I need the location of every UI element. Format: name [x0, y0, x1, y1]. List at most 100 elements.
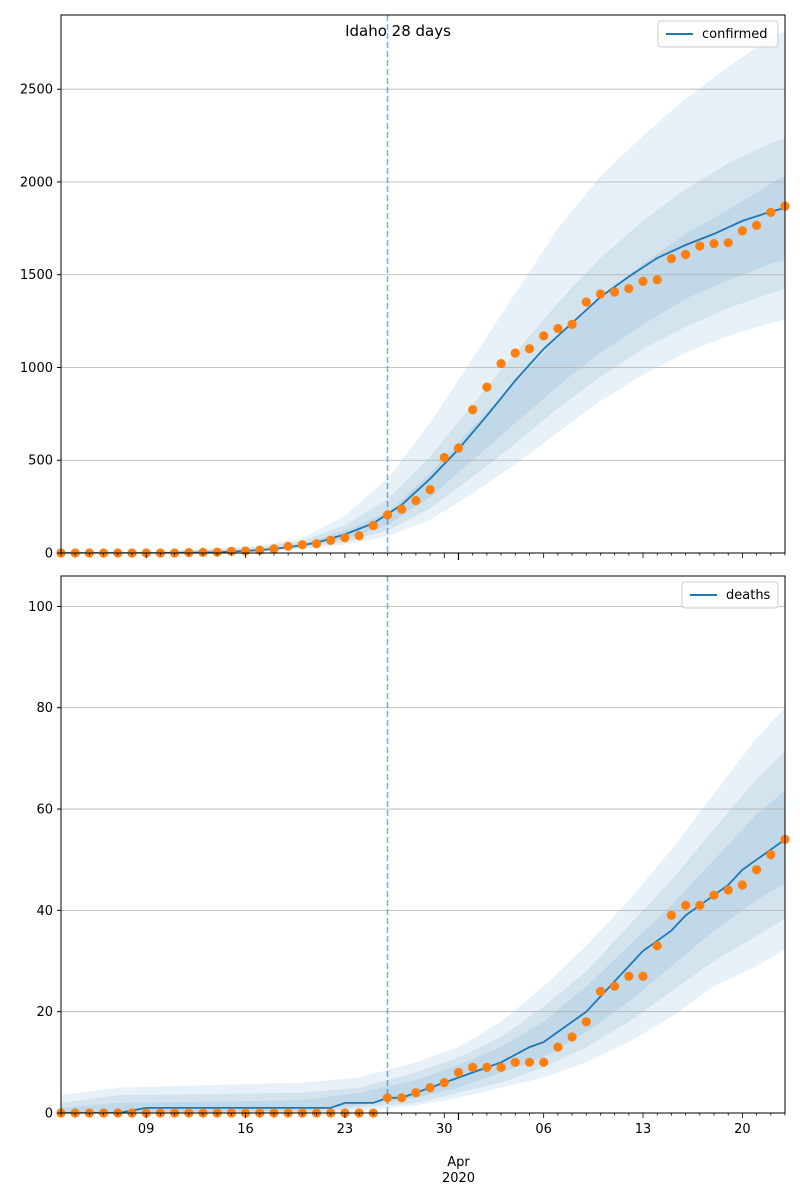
- observed-point: [539, 331, 549, 341]
- observed-point: [652, 941, 662, 951]
- observed-point: [411, 495, 421, 506]
- observed-point: [610, 287, 620, 297]
- confirmed-legend: confirmed: [657, 20, 779, 48]
- observed-point: [482, 1062, 492, 1072]
- x-tick-label: 30: [436, 1122, 453, 1137]
- observed-point: [766, 850, 776, 860]
- y-tick-label: 2000: [20, 175, 53, 190]
- observed-point: [553, 1042, 563, 1052]
- observed-point: [567, 1032, 577, 1042]
- x-year-label: 2020: [442, 1171, 475, 1186]
- observed-point: [354, 531, 364, 541]
- band-inner: [160, 175, 785, 553]
- band-middle: [61, 751, 785, 1113]
- legend-label-confirmed: confirmed: [702, 27, 768, 42]
- observed-point: [681, 900, 691, 910]
- observed-point: [624, 283, 634, 294]
- x-tick-label: 20: [734, 1122, 751, 1137]
- observed-point: [468, 1062, 478, 1072]
- observed-point: [737, 226, 748, 236]
- deaths-observed-points: [56, 834, 790, 1118]
- observed-point: [382, 510, 393, 520]
- legend-box: [681, 581, 779, 609]
- chart-title: Idaho 28 days: [345, 22, 451, 40]
- y-tick-label: 80: [36, 701, 53, 716]
- legend-box: [657, 20, 779, 48]
- observed-point: [397, 504, 407, 514]
- y-tick-label: 0: [45, 1107, 53, 1122]
- x-month-label: Apr: [447, 1155, 470, 1170]
- observed-point: [411, 1088, 421, 1098]
- observed-point: [638, 276, 648, 286]
- deaths-panel: 0 20 40 60 80 100 deaths 09 16 23 30 06 13 20 Apr202…: [28, 575, 790, 1186]
- x-tick-label: 23: [337, 1122, 354, 1137]
- observed-point: [397, 1093, 407, 1103]
- observed-point: [482, 382, 492, 392]
- observed-point: [567, 319, 577, 329]
- observed-point: [326, 535, 336, 546]
- observed-point: [752, 865, 762, 875]
- y-tick-label: 40: [36, 904, 53, 919]
- confirmed-x-ticks: [60, 553, 786, 560]
- observed-point: [638, 971, 648, 981]
- deaths-axes-frame: [60, 575, 786, 1114]
- deaths-x-ticks: [60, 1113, 786, 1120]
- observed-point: [496, 1062, 506, 1072]
- observed-point: [581, 1017, 591, 1027]
- observed-point: [198, 547, 208, 558]
- observed-point: [681, 249, 691, 260]
- observed-point: [524, 1057, 535, 1067]
- observed-point: [439, 1078, 449, 1088]
- observed-point: [595, 986, 606, 997]
- observed-point: [553, 323, 563, 334]
- observed-point: [737, 880, 748, 890]
- observed-point: [269, 544, 279, 554]
- deaths-legend: deaths: [681, 581, 779, 609]
- observed-point: [666, 910, 677, 921]
- observed-point: [453, 443, 464, 453]
- observed-point: [212, 547, 222, 557]
- y-tick-label: 1500: [20, 268, 53, 283]
- observed-point: [425, 485, 435, 495]
- observed-point: [496, 359, 506, 369]
- legend-label-deaths: deaths: [726, 588, 771, 603]
- observed-point: [283, 541, 293, 551]
- observed-point: [581, 297, 591, 307]
- observed-point: [226, 546, 236, 556]
- observed-point: [439, 452, 449, 463]
- observed-point: [752, 220, 762, 230]
- observed-point: [723, 238, 733, 248]
- observed-point: [425, 1083, 435, 1093]
- observed-point: [695, 900, 705, 910]
- observed-point: [340, 533, 350, 543]
- observed-point: [695, 241, 705, 251]
- x-tick-label: 16: [237, 1122, 254, 1137]
- observed-point: [524, 344, 535, 354]
- observed-point: [709, 239, 719, 249]
- observed-point: [368, 520, 378, 531]
- band-inner: [61, 790, 785, 1113]
- y-tick-label: 20: [36, 1005, 53, 1020]
- observed-point: [723, 885, 733, 895]
- confirmed-panel: 0 500 1000 1500 2000 2500 Idaho 28 days confi…: [20, 14, 790, 562]
- x-tick-label: 06: [535, 1122, 552, 1137]
- y-tick-label: 60: [36, 803, 53, 818]
- observed-point: [652, 275, 662, 285]
- y-tick-label: 2500: [20, 83, 53, 98]
- y-tick-label: 100: [28, 600, 53, 615]
- observed-point: [468, 405, 478, 415]
- observed-point: [666, 254, 677, 264]
- observed-point: [510, 348, 520, 358]
- observed-point: [610, 981, 620, 991]
- x-tick-label: 09: [138, 1122, 155, 1137]
- confirmed-y-axis: 0 500 1000 1500 2000 2500: [20, 83, 61, 562]
- y-tick-label: 1000: [20, 361, 53, 376]
- band-middle: [160, 138, 785, 553]
- observed-point: [382, 1093, 393, 1103]
- observed-point: [595, 289, 606, 299]
- x-tick-label: 13: [635, 1122, 652, 1137]
- observed-point: [539, 1057, 549, 1067]
- confirmed-uncertainty-bands: [160, 31, 785, 553]
